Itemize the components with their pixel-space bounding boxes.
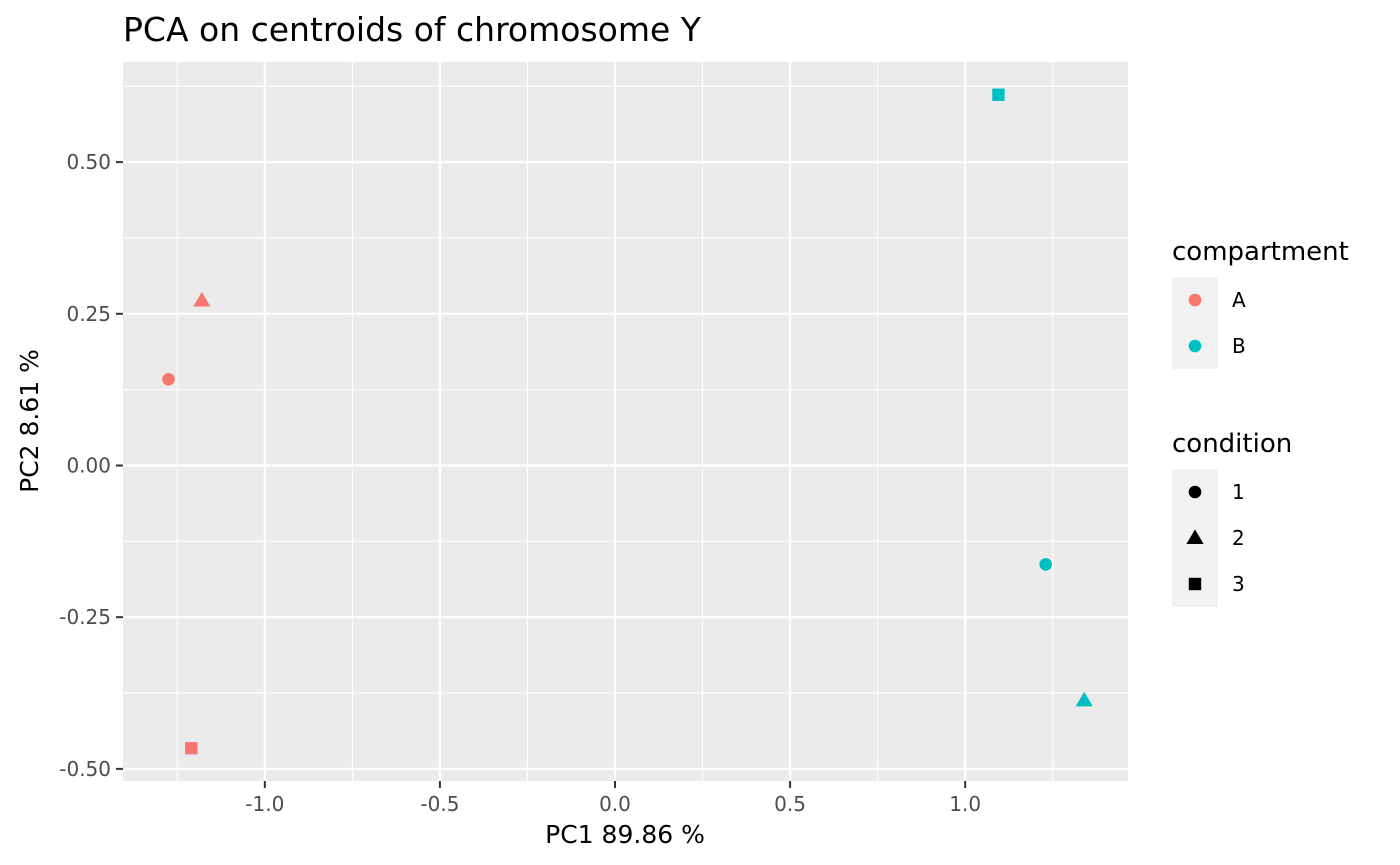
legend-key-circle xyxy=(1188,293,1202,307)
y-axis: -0.50 -0.25 0.00 0.25 0.50 xyxy=(59,150,123,781)
major-gridlines xyxy=(123,62,1128,781)
minor-gridlines xyxy=(123,62,1128,781)
x-tick-label: -1.0 xyxy=(245,792,284,816)
legend-title: compartment xyxy=(1172,237,1349,267)
legend-label: 1 xyxy=(1232,480,1245,504)
y-tick-label: -0.50 xyxy=(59,757,111,781)
y-tick-label: -0.25 xyxy=(59,605,111,629)
legend-label: B xyxy=(1232,334,1246,358)
data-points xyxy=(162,88,1093,755)
data-point xyxy=(162,373,175,386)
data-point xyxy=(185,742,198,755)
data-point xyxy=(1075,691,1093,707)
y-tick-label: 0.25 xyxy=(66,302,111,326)
x-tick-label: 0.5 xyxy=(774,792,806,816)
data-point xyxy=(1039,558,1053,571)
legend-key-triangle xyxy=(1186,529,1204,545)
data-point xyxy=(992,88,1005,101)
x-tick-label: -0.5 xyxy=(420,792,459,816)
y-axis-title: PC2 8.61 % xyxy=(15,349,44,493)
y-tick-label: 0.50 xyxy=(66,150,111,174)
x-axis-title: PC1 89.86 % xyxy=(545,820,705,849)
legend-label: 3 xyxy=(1232,572,1245,596)
y-tick-label: 0.00 xyxy=(66,453,111,477)
chart-title: PCA on centroids of chromosome Y xyxy=(123,10,702,49)
legend-key-background xyxy=(1172,277,1218,369)
legend-key-square xyxy=(1188,577,1202,591)
x-axis: -1.0 -0.5 0.0 0.5 1.0 xyxy=(245,781,981,816)
legend-key-circle xyxy=(1188,339,1202,353)
x-tick-label: 0.0 xyxy=(599,792,631,816)
legend-label: A xyxy=(1232,288,1246,312)
data-point xyxy=(193,291,211,307)
legend-key-circle xyxy=(1188,485,1202,499)
legend-title: condition xyxy=(1172,429,1292,459)
x-tick-label: 1.0 xyxy=(949,792,981,816)
legend-label: 2 xyxy=(1232,526,1245,550)
plot-panel xyxy=(123,62,1128,781)
